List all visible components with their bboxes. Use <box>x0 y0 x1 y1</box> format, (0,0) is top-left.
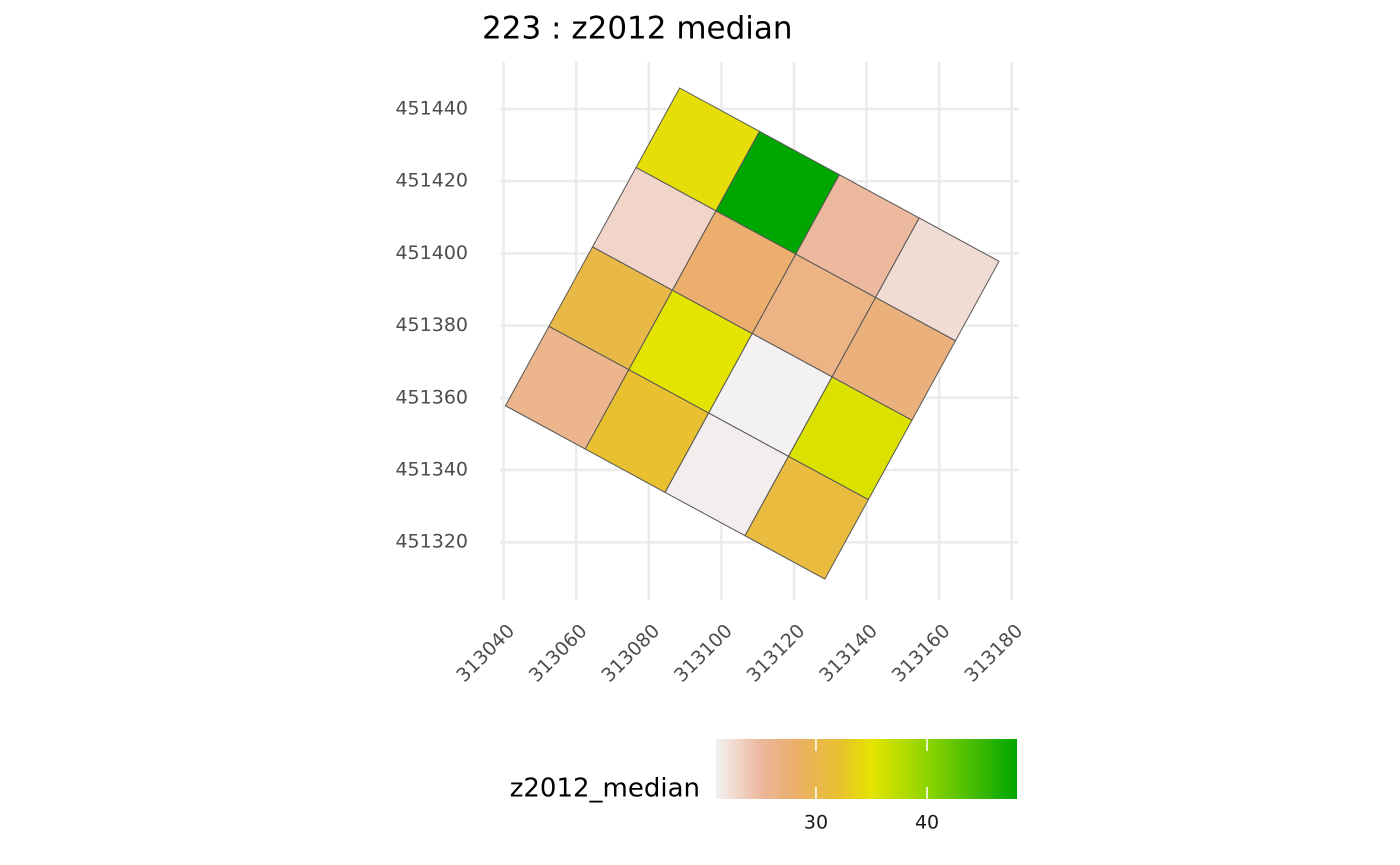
y-tick-label: 451340 <box>395 459 468 481</box>
legend-title: z2012_median <box>510 774 700 804</box>
legend-colorbar <box>716 739 1017 799</box>
legend-tick-label: 40 <box>915 812 939 834</box>
y-tick-label: 451360 <box>395 386 468 408</box>
y-tick-label: 451440 <box>395 97 468 119</box>
tile <box>874 217 1000 342</box>
y-tick-label: 451420 <box>395 170 468 192</box>
legend-tick-label: 30 <box>804 812 828 834</box>
y-tick-label: 451380 <box>395 314 468 336</box>
y-tick-label: 451320 <box>395 531 468 553</box>
y-tick-label: 451400 <box>395 242 468 264</box>
chart-title: 223 : z2012 median <box>482 11 793 47</box>
